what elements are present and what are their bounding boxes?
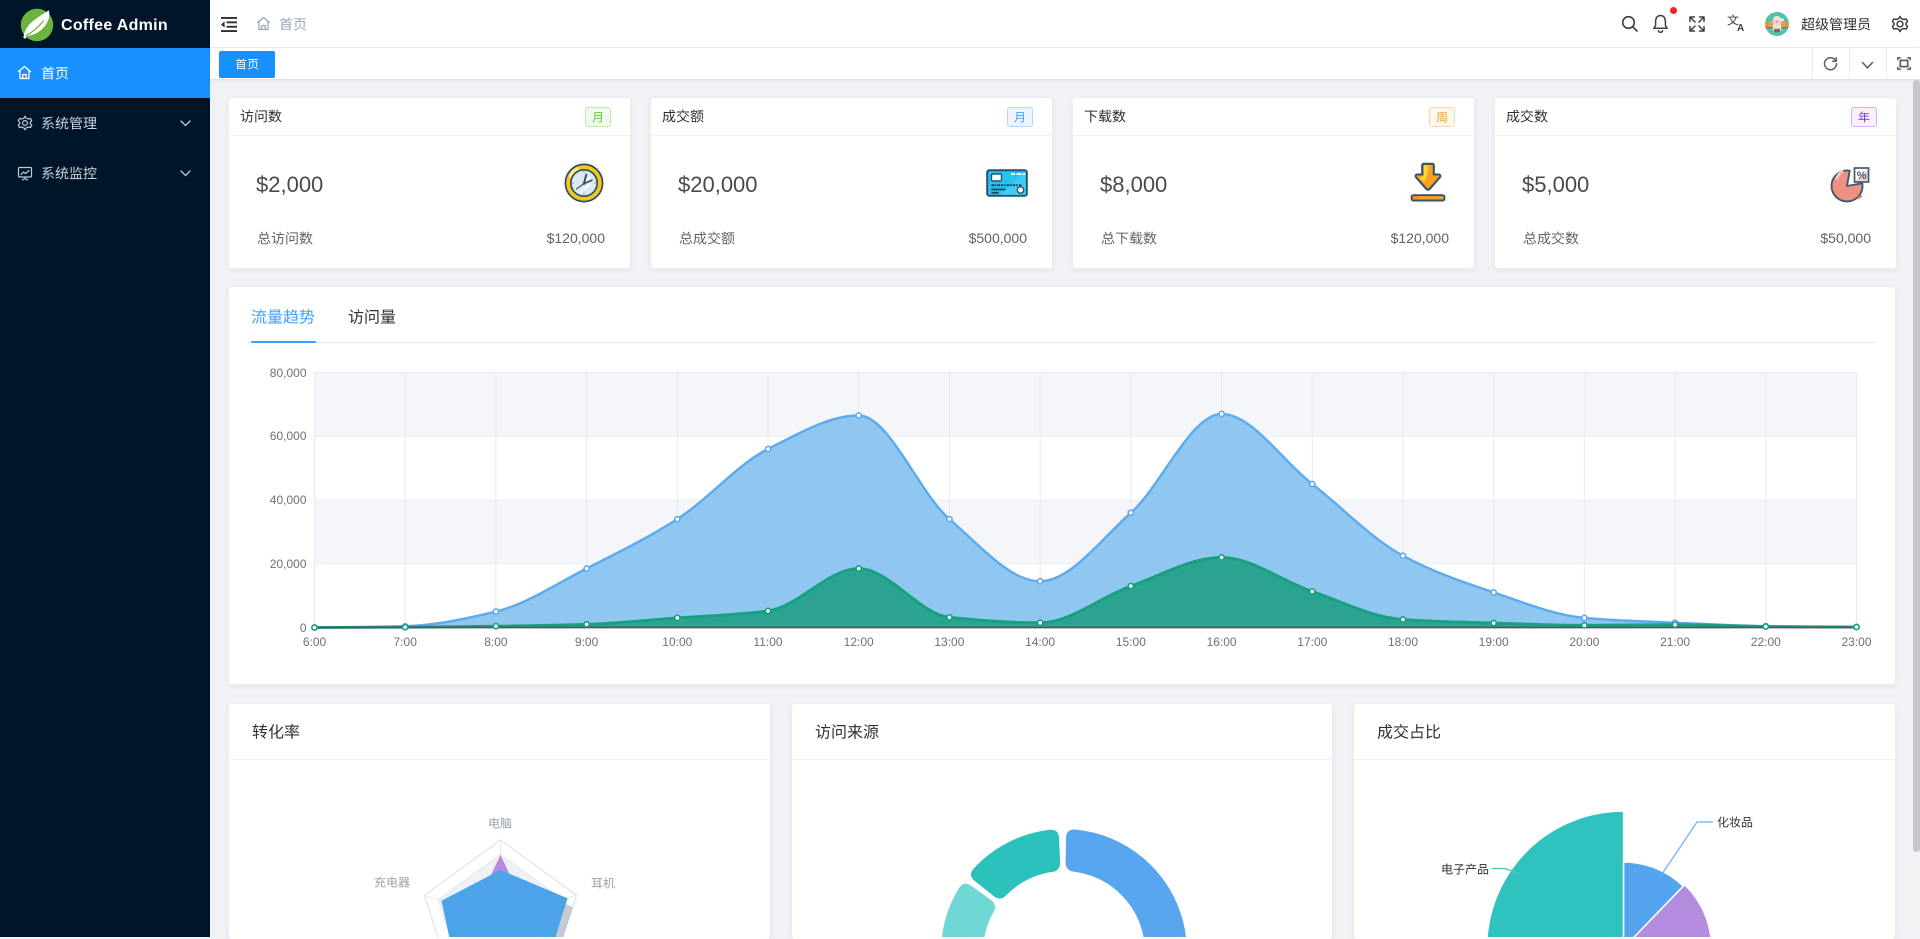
svg-text:%: % [1856, 170, 1866, 182]
